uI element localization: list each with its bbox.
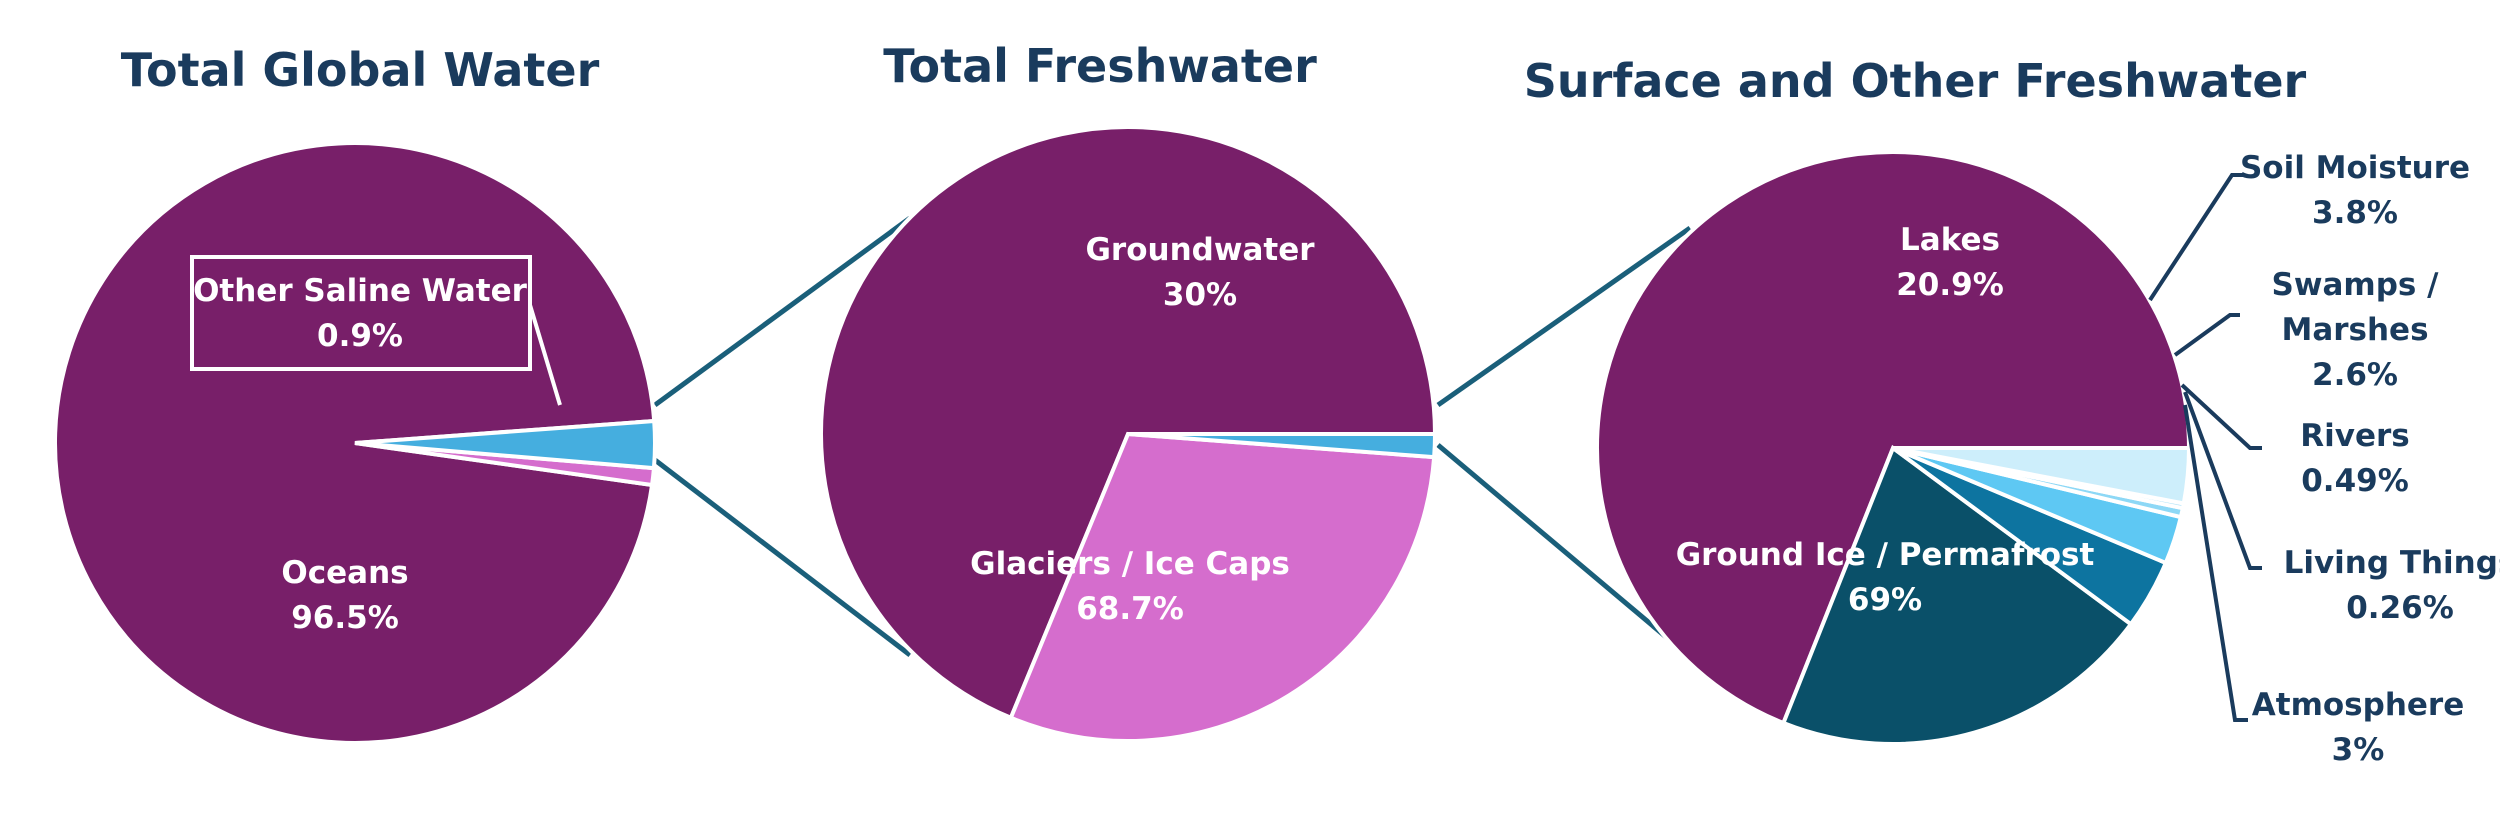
slice-label-groundwater: Groundwater <box>1085 232 1315 268</box>
connector-line-lower-2 <box>1436 443 1674 644</box>
leader-rivers <box>2180 383 2262 450</box>
leader-living-things <box>2183 391 2262 570</box>
pie-1-slice-oceans <box>53 141 657 746</box>
chart-title-freshwater: Total Freshwater <box>883 39 1317 93</box>
leader-soil-moisture <box>2148 173 2245 302</box>
slice-label-oceans: Oceans <box>281 555 408 591</box>
slice-value-rivers: 0.49% <box>2301 463 2409 499</box>
pie-surface-other-freshwater <box>1595 150 2192 746</box>
pie-total-freshwater <box>819 125 1438 743</box>
slice-label-soil-moisture: Soil Moisture <box>2240 150 2470 186</box>
slice-label-lakes: Lakes <box>1900 222 2000 258</box>
pie-3-slice-atmosphere <box>1892 446 2192 506</box>
leader-atmosphere <box>2183 404 2248 722</box>
pie-2-slice-groundwater <box>1008 431 1437 743</box>
connector-line-upper-2 <box>1436 225 1692 408</box>
connector-line-lower-1 <box>653 458 912 657</box>
slice-label-permafrost: Ground Ice / Permafrost <box>1676 537 2095 573</box>
slice-value-lakes: 20.9% <box>1896 267 2004 303</box>
slice-value-soil-moisture: 3.8% <box>2312 195 2398 231</box>
pie-2-slice-glaciers-ice-caps <box>819 125 1438 721</box>
leader-other-saline <box>528 304 562 406</box>
slice-label-swamps-2: Marshes <box>2281 312 2428 348</box>
slice-value-living-things: 0.26% <box>2346 590 2454 626</box>
slice-value-permafrost: 69% <box>1848 582 1922 618</box>
chart-title-global: Total Global Water <box>121 43 600 97</box>
connector-line-upper-1 <box>653 215 912 408</box>
leader-swamps <box>2173 313 2240 357</box>
pie-1-slice-unlabeled-2 <box>354 418 657 471</box>
slice-label-swamps-1: Swamps / <box>2272 267 2440 303</box>
pie-3-slice-lakes <box>1780 444 2134 746</box>
pie-total-global-water <box>53 141 657 746</box>
slice-value-groundwater: 30% <box>1163 277 1237 313</box>
slice-value-glaciers: 68.7% <box>1076 591 1184 627</box>
chart-title-surface: Surface and Other Freshwater <box>1524 54 2307 108</box>
slice-label-atmosphere: Atmosphere <box>2252 687 2464 723</box>
slice-value-other-saline: 0.9% <box>317 318 403 354</box>
slice-value-oceans: 96.5% <box>291 600 399 636</box>
slice-label-living-things: Living Things <box>2284 545 2500 581</box>
slice-value-atmosphere: 3% <box>2332 732 2385 768</box>
pie-2-slice-unlabeled-2 <box>1127 432 1438 460</box>
slice-label-rivers: Rivers <box>2300 418 2409 454</box>
slice-label-glaciers: Glaciers / Ice Caps <box>970 546 1290 582</box>
slice-label-other-saline: Other Saline Water <box>193 273 528 309</box>
callout-box-other-saline <box>190 255 532 371</box>
slice-value-swamps: 2.6% <box>2312 357 2398 393</box>
pie-3-slice-ground-ice-permafrost <box>1595 150 2192 726</box>
